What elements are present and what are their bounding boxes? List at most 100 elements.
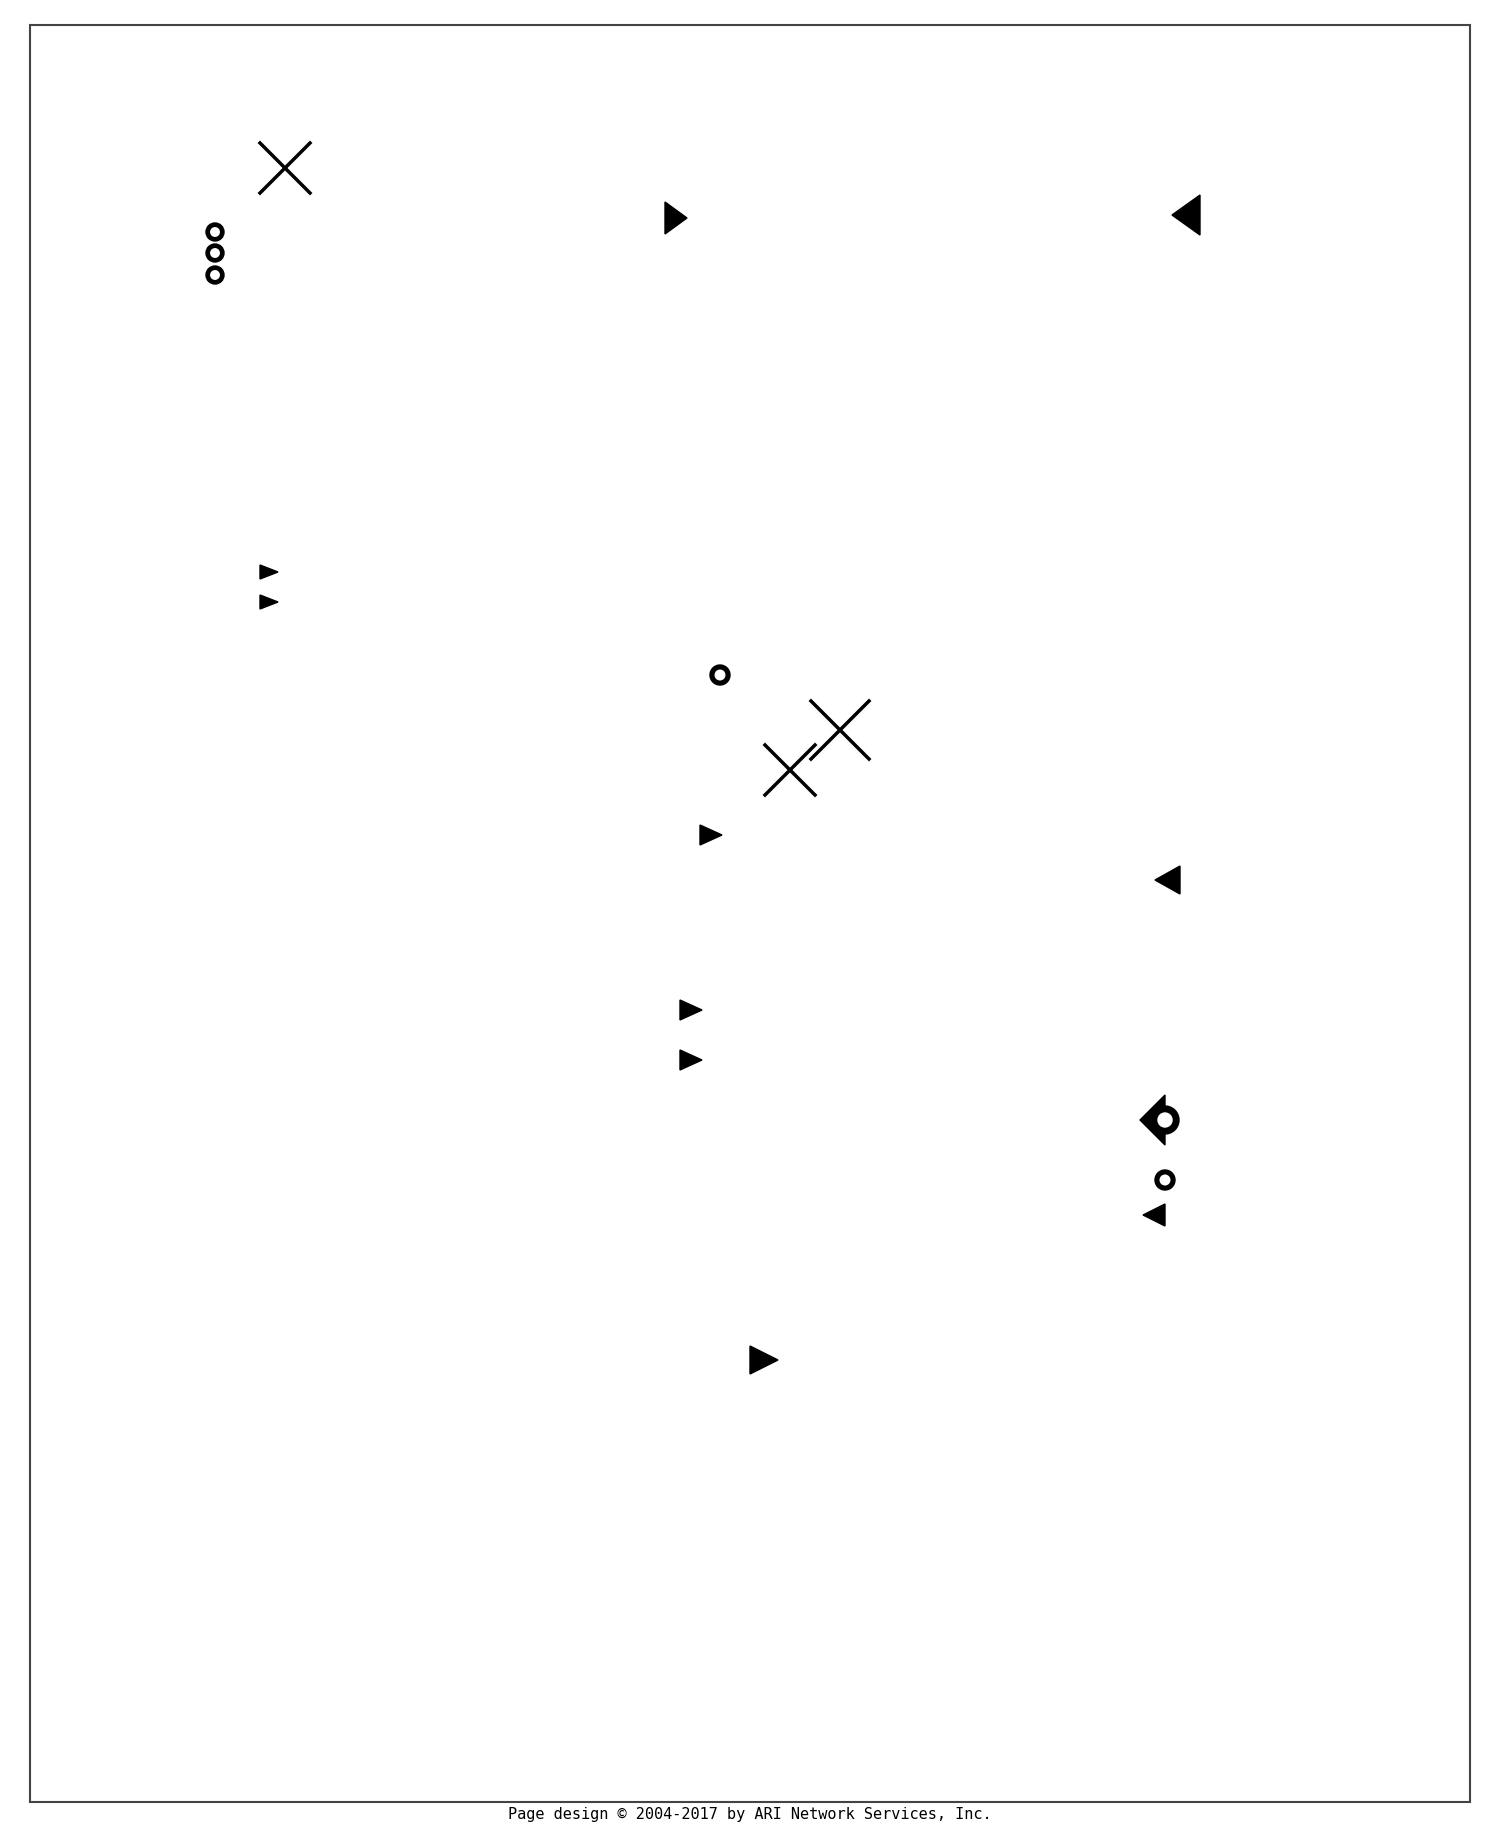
Text: BROWN: BROWN [1070, 190, 1095, 199]
Bar [252, 641, 278, 709]
Text: PUMP: PUMP [610, 680, 634, 691]
Text: POS: POS [788, 1630, 802, 1639]
Text: BLUE: BLUE [754, 1466, 776, 1474]
Bar [261, 503, 279, 512]
Text: INTERLOCK: INTERLOCK [540, 203, 596, 214]
Text: BROWN: BROWN [300, 503, 326, 512]
Text: RED: RED [240, 249, 255, 258]
Text: BLACK: BLACK [300, 459, 326, 468]
Text: WHITE: WHITE [302, 783, 327, 792]
Text: RED: RED [300, 413, 315, 422]
Polygon shape [260, 595, 278, 610]
Text: STARTER: STARTER [1185, 1175, 1228, 1184]
Text: WHT W/BLK STRIPE: WHT W/BLK STRIPE [240, 271, 320, 280]
Bar [776, 1580, 804, 1626]
Text: WHITE: WHITE [302, 798, 327, 807]
Text: BLUE: BLUE [296, 685, 315, 693]
Bar [224, 181, 237, 190]
Text: BRAKE: BRAKE [560, 188, 591, 197]
Text: YEL W/RED STRIPE: YEL W/RED STRIPE [302, 825, 382, 834]
Text: SWITCH: SWITCH [1218, 216, 1255, 227]
Text: HOURMETER: HOURMETER [736, 1645, 784, 1654]
Text: RELAY: RELAY [870, 728, 901, 739]
Text: LIGHT BLUE: LIGHT BLUE [296, 698, 345, 707]
Circle shape [206, 243, 224, 262]
Text: RED: RED [240, 225, 255, 234]
Text: NEG: NEG [75, 591, 93, 600]
Text: RED: RED [296, 670, 310, 680]
Text: BLACK: BLACK [754, 1424, 780, 1433]
Circle shape [210, 227, 220, 238]
Text: YELLOW: YELLOW [730, 851, 760, 860]
Bar [255, 643, 274, 650]
Text: WHT STRIPE: WHT STRIPE [942, 543, 951, 589]
Polygon shape [1140, 1094, 1166, 1146]
Bar [753, 1439, 777, 1461]
Text: RED W/YEL STRIPE: RED W/YEL STRIPE [310, 208, 390, 217]
Text: ENGINE: ENGINE [600, 831, 638, 840]
Text: BLACK: BLACK [970, 1098, 994, 1107]
Text: KEY: KEY [75, 737, 93, 748]
Text: L.H. NEUTRAL: L.H. NEUTRAL [833, 33, 908, 42]
Text: 20 AMP FUSE: 20 AMP FUSE [509, 346, 573, 357]
Text: ENGINE: ENGINE [600, 1055, 638, 1065]
Text: LIGHT BLUE: LIGHT BLUE [300, 473, 350, 483]
Bar [261, 398, 279, 407]
Bar [258, 740, 282, 849]
Text: GRN W/BLK STRIPE: GRN W/BLK STRIPE [310, 144, 390, 153]
Bar [858, 76, 882, 94]
Text: BLACK: BLACK [302, 805, 327, 814]
Bar [752, 1437, 778, 1463]
Bar [258, 396, 282, 514]
Text: BLACK: BLACK [970, 1122, 994, 1131]
Bar [261, 413, 279, 422]
Text: BLK W/GRN STRIPE: BLK W/GRN STRIPE [716, 705, 724, 779]
Bar [256, 140, 313, 195]
Circle shape [210, 249, 220, 258]
Text: SWITCH: SWITCH [852, 50, 888, 61]
Text: Page design © 2004-2017 by ARI Network Services, Inc.: Page design © 2004-2017 by ARI Network S… [509, 1807, 992, 1822]
Polygon shape [664, 203, 687, 234]
Polygon shape [680, 1050, 702, 1070]
Text: GRN W/BLK STRIPE: GRN W/BLK STRIPE [300, 429, 380, 438]
Bar [255, 685, 274, 693]
Bar [261, 757, 279, 763]
Text: BLACK: BLACK [730, 879, 754, 888]
Text: BLACK: BLACK [730, 864, 754, 873]
Text: RED: RED [296, 643, 310, 652]
Bar [762, 742, 818, 798]
Text: BLACK: BLACK [240, 300, 266, 308]
Text: GREEN: GREEN [302, 812, 327, 820]
Polygon shape [700, 825, 721, 845]
Text: RED: RED [285, 562, 300, 571]
Bar [261, 858, 279, 884]
Text: LIGHT: LIGHT [90, 873, 122, 882]
Text: YELLOW: YELLOW [302, 742, 332, 750]
Text: SWITCH: SWITCH [75, 752, 112, 761]
Text: BRN W/YEL STRIPE: BRN W/YEL STRIPE [867, 516, 876, 589]
Text: GRN W/WHT STRIPE: GRN W/WHT STRIPE [310, 166, 390, 175]
Text: R.H. NEUTRAL: R.H. NEUTRAL [1198, 868, 1274, 877]
Text: RED W/WHT STRIPE: RED W/WHT STRIPE [968, 516, 976, 589]
Text: SEAT: SEAT [1218, 203, 1243, 212]
Text: PINK: PINK [300, 398, 320, 407]
Bar [716, 1580, 744, 1626]
Text: PUMP RELAY: PUMP RELAY [600, 772, 663, 781]
Circle shape [1160, 1175, 1170, 1186]
Text: TEMP: TEMP [75, 238, 100, 247]
Text: RELAY: RELAY [249, 118, 280, 127]
Text: RED: RED [994, 1170, 1010, 1179]
Text: DIODE: DIODE [626, 1356, 657, 1365]
Circle shape [210, 271, 220, 280]
Text: BLACK: BLACK [302, 840, 327, 849]
Text: RED: RED [302, 755, 316, 764]
Text: YELLOW: YELLOW [668, 343, 698, 352]
Bar [626, 344, 656, 359]
Text: ENGINE: ENGINE [75, 858, 112, 869]
Bar [261, 785, 279, 792]
Text: ENGINE: ENGINE [600, 1006, 638, 1015]
Text: RED: RED [296, 868, 310, 877]
Polygon shape [1155, 866, 1180, 893]
Text: RED: RED [916, 577, 926, 589]
Text: GRN W/RED STRIPE: GRN W/RED STRIPE [892, 516, 902, 589]
